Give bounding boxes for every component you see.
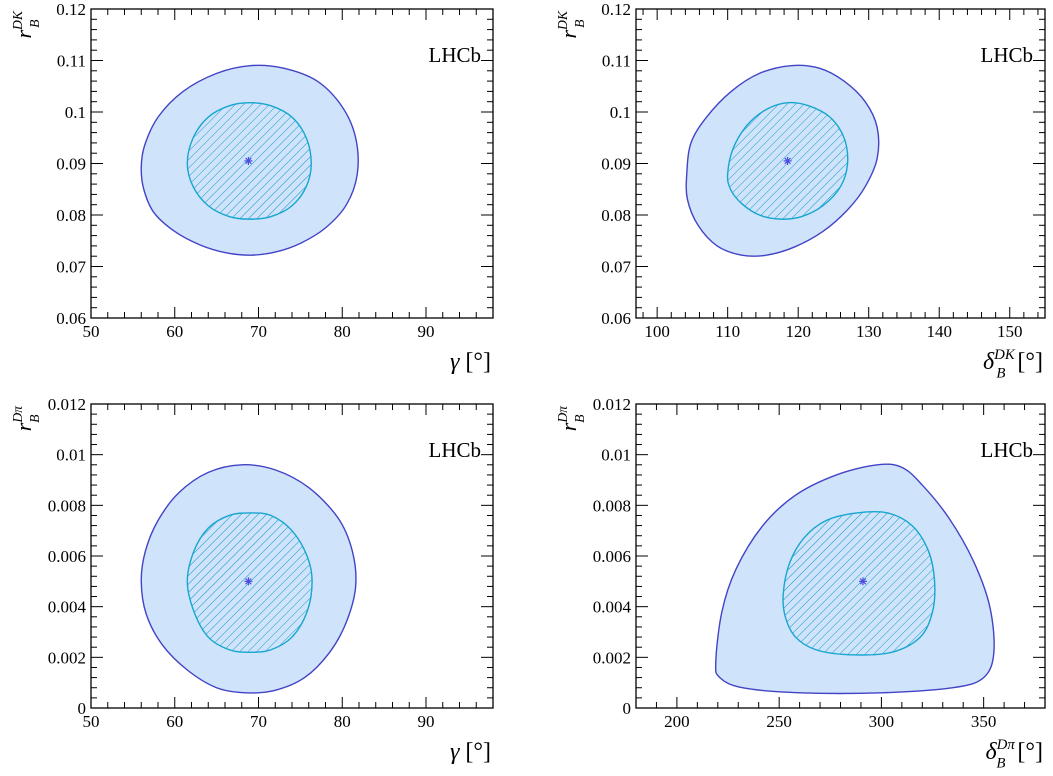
x-tick-label: 60 <box>166 322 183 341</box>
y-axis-title-sub: B <box>572 19 587 28</box>
x-axis-title-symbol: γ <box>450 349 460 375</box>
y-axis-title-sup: DK <box>555 10 570 31</box>
y-tick-label: 0 <box>623 699 632 718</box>
panel-bottom-left: 50 60 70 80 90 0 0.002 0.004 0.006 0.008 0.01 0.012… <box>10 395 494 765</box>
y-tick-label: 0.01 <box>56 446 86 465</box>
y-tick-label: 0.012 <box>48 395 86 414</box>
y-tick-label: 0.1 <box>610 103 631 122</box>
x-tick-label: 130 <box>856 322 882 341</box>
x-tick-label: 350 <box>971 712 997 731</box>
y-axis-title-sup: Dπ <box>555 405 570 424</box>
y-tick-label: 0.012 <box>593 395 631 414</box>
x-axis-title: γ [°] <box>450 739 491 765</box>
y-tick-label: 0.07 <box>56 258 86 277</box>
x-tick-label: 70 <box>250 322 267 341</box>
best-fit-stroke <box>784 157 791 165</box>
x-axis-title-symbol: δ <box>983 349 995 375</box>
y-axis-title-sub: B <box>27 19 42 28</box>
y-tick-label: 0 <box>78 699 87 718</box>
x-tick-label: 300 <box>869 712 895 731</box>
panel-bottom-right: 200 250 300 350 0 0.002 0.004 0.006 0.008 0.01 0.0… <box>555 395 1046 772</box>
panel-top-left: 50 60 70 80 90 0.06 0.07 0.08 0.09 0.1 0.11 0.12 γ [… <box>10 0 494 375</box>
y-tick-label: 0.006 <box>593 547 631 566</box>
x-axis-title-sub: B <box>996 366 1005 382</box>
y-axis-title-symbol: r <box>11 30 36 39</box>
inner-contour <box>782 510 936 656</box>
best-fit-marker <box>244 577 253 586</box>
best-fit-stroke <box>245 578 252 585</box>
y-tick-label: 0.002 <box>48 648 86 667</box>
y-tick-label: 0.11 <box>602 52 631 71</box>
x-tick-label: 70 <box>250 712 267 731</box>
x-tick-label: 80 <box>334 322 351 341</box>
y-axis-title: rDπ B <box>10 405 42 431</box>
lhcb-logo-text: LHCb <box>981 43 1034 67</box>
y-tick-label: 0.008 <box>48 496 86 515</box>
y-tick-label: 0.008 <box>593 496 631 515</box>
best-fit-marker <box>858 577 867 586</box>
panel-top-right: 100 110 120 130 140 150 0.06 0.07 0.08 0.09 0.1 0.1… <box>555 0 1046 382</box>
y-axis-title-sup: DK <box>10 10 25 31</box>
x-tick-label: 100 <box>644 322 670 341</box>
x-tick-label: 250 <box>766 712 792 731</box>
x-tick-label: 50 <box>83 322 100 341</box>
y-tick-label: 0.002 <box>593 648 631 667</box>
x-tick-label: 50 <box>83 712 100 731</box>
y-axis-title: rDπ B <box>555 405 587 431</box>
x-axis-title-symbol: γ <box>450 739 460 765</box>
best-fit-marker <box>244 156 253 165</box>
y-tick-label: 0.06 <box>601 309 631 328</box>
x-axis-title-sub: B <box>996 756 1005 772</box>
y-tick-label: 0.12 <box>601 0 631 19</box>
y-tick-label: 0.08 <box>56 206 86 225</box>
x-axis-title-symbol: δ <box>985 739 997 765</box>
lhcb-logo-text: LHCb <box>429 438 482 462</box>
y-tick-label: 0.1 <box>65 103 86 122</box>
y-tick-label: 0.004 <box>593 598 632 617</box>
y-axis-title: rDK B <box>555 10 587 38</box>
best-fit-stroke <box>245 157 252 165</box>
y-tick-label: 0.11 <box>57 52 86 71</box>
y-axis-title-symbol: r <box>556 30 581 39</box>
y-tick-label: 0.08 <box>601 206 631 225</box>
x-axis-title-sup: DK <box>993 347 1016 363</box>
y-tick-label: 0.09 <box>56 155 86 174</box>
lhcb-logo-text: LHCb <box>981 438 1034 462</box>
y-tick-label: 0.06 <box>56 309 86 328</box>
x-axis-title-sup: Dπ <box>996 737 1016 753</box>
y-axis-title-sub: B <box>27 414 42 423</box>
x-tick-label: 80 <box>334 712 351 731</box>
x-tick-label: 200 <box>664 712 690 731</box>
y-axis-title-symbol: r <box>11 422 36 431</box>
x-axis-title: δDπ B [°] <box>985 737 1043 772</box>
x-axis-title-unit: [°] <box>459 349 491 375</box>
x-axis-title-unit: [°] <box>1011 349 1043 375</box>
lhcb-logo-text: LHCb <box>429 43 482 67</box>
x-axis-title-unit: [°] <box>1011 739 1043 765</box>
y-tick-label: 0.12 <box>56 0 86 19</box>
x-axis-title-unit: [°] <box>459 739 491 765</box>
x-tick-label: 90 <box>418 712 435 731</box>
x-tick-label: 150 <box>997 322 1023 341</box>
x-tick-label: 110 <box>715 322 740 341</box>
y-tick-label: 0.006 <box>48 547 86 566</box>
y-axis-title: rDK B <box>10 10 42 38</box>
x-tick-label: 140 <box>926 322 952 341</box>
y-tick-label: 0.004 <box>48 598 87 617</box>
best-fit-marker <box>783 156 792 165</box>
best-fit-stroke <box>859 578 867 585</box>
y-tick-label: 0.07 <box>601 258 631 277</box>
y-axis-title-sub: B <box>572 414 587 423</box>
x-tick-label: 90 <box>418 322 435 341</box>
y-axis-title-sup: Dπ <box>10 405 25 424</box>
x-tick-label: 60 <box>166 712 183 731</box>
y-axis-title-symbol: r <box>556 422 581 431</box>
x-axis-title: δDK B [°] <box>983 347 1043 382</box>
y-tick-label: 0.09 <box>601 155 631 174</box>
y-tick-label: 0.01 <box>601 446 631 465</box>
x-tick-label: 120 <box>785 322 811 341</box>
x-axis-title: γ [°] <box>450 349 491 375</box>
